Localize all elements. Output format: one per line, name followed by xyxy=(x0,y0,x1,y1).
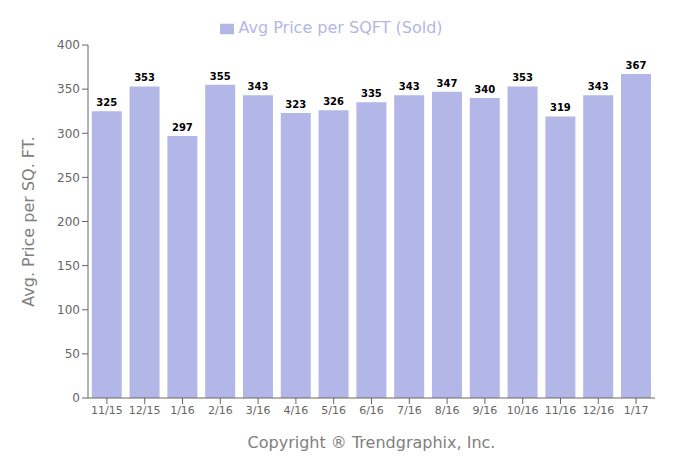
svg-text:250: 250 xyxy=(57,171,80,185)
svg-text:6/16: 6/16 xyxy=(359,404,384,417)
svg-text:Copyright ® Trendgraphix, Inc.: Copyright ® Trendgraphix, Inc. xyxy=(248,433,496,452)
svg-text:12/15: 12/15 xyxy=(129,404,161,417)
svg-text:1/17: 1/17 xyxy=(624,404,649,417)
svg-text:1/16: 1/16 xyxy=(170,404,195,417)
svg-text:340: 340 xyxy=(474,84,495,95)
svg-text:0: 0 xyxy=(72,391,80,405)
svg-text:4/16: 4/16 xyxy=(284,404,309,417)
svg-text:3/16: 3/16 xyxy=(246,404,271,417)
svg-text:343: 343 xyxy=(399,81,420,92)
svg-text:350: 350 xyxy=(57,82,80,96)
svg-text:325: 325 xyxy=(96,97,117,108)
svg-text:355: 355 xyxy=(210,71,231,82)
svg-text:300: 300 xyxy=(57,127,80,141)
svg-text:10/16: 10/16 xyxy=(507,404,539,417)
svg-text:347: 347 xyxy=(437,78,458,89)
svg-text:9/16: 9/16 xyxy=(473,404,498,417)
svg-text:297: 297 xyxy=(172,122,193,133)
svg-text:12/16: 12/16 xyxy=(582,404,614,417)
svg-text:100: 100 xyxy=(57,303,80,317)
svg-text:50: 50 xyxy=(65,347,80,361)
svg-text:7/16: 7/16 xyxy=(397,404,422,417)
svg-text:323: 323 xyxy=(285,99,306,110)
svg-text:150: 150 xyxy=(57,259,80,273)
svg-text:11/15: 11/15 xyxy=(91,404,123,417)
html-text:Avg Price per SQFT (Sold): Avg Price per SQFT (Sold) xyxy=(238,18,443,37)
svg-text:5/16: 5/16 xyxy=(321,404,346,417)
svg-text:11/16: 11/16 xyxy=(545,404,577,417)
svg-text:2/16: 2/16 xyxy=(208,404,233,417)
svg-text:335: 335 xyxy=(361,88,382,99)
svg-text:400: 400 xyxy=(57,38,80,52)
svg-text:319: 319 xyxy=(550,102,571,113)
svg-text:353: 353 xyxy=(134,72,155,83)
svg-text:200: 200 xyxy=(57,215,80,229)
svg-text:8/16: 8/16 xyxy=(435,404,460,417)
svg-text:343: 343 xyxy=(588,81,609,92)
svg-text:Avg. Price per SQ. FT.: Avg. Price per SQ. FT. xyxy=(19,136,38,306)
svg-text:353: 353 xyxy=(512,72,533,83)
svg-text:326: 326 xyxy=(323,96,344,107)
svg-text:343: 343 xyxy=(248,81,269,92)
svg-text:367: 367 xyxy=(626,60,647,71)
